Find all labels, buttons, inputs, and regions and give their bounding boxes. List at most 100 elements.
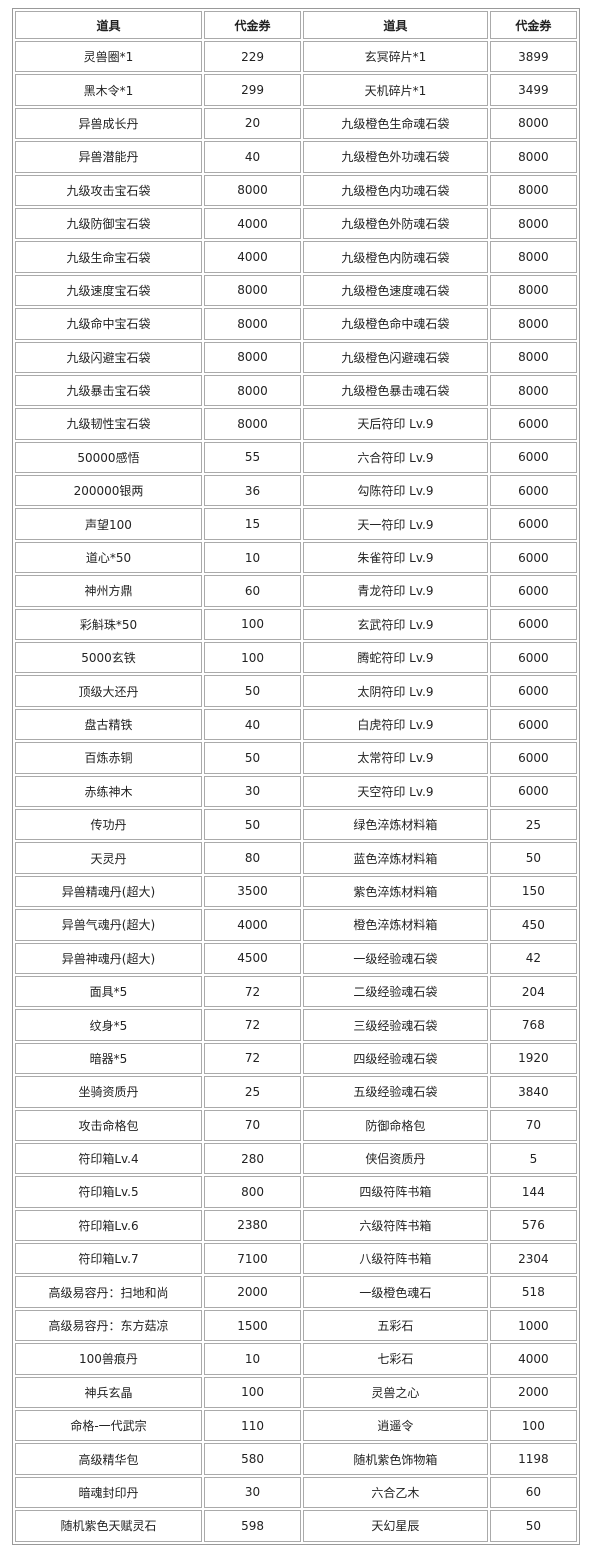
price-cell: 15 xyxy=(203,508,302,540)
item-cell: 九级橙色命中魂石袋 xyxy=(303,308,488,340)
table-row: 九级防御宝石袋 4000 九级橙色外防魂石袋 8000 xyxy=(15,207,577,240)
table-row: 5000玄铁 100 腾蛇符印 Lv.9 6000 xyxy=(15,642,577,674)
item-cell: 八级符阵书箱 xyxy=(303,1243,488,1275)
price-cell: 30 xyxy=(203,775,302,807)
price-cell: 150 xyxy=(489,875,577,908)
price-cell: 8000 xyxy=(489,308,577,340)
price-cell: 768 xyxy=(489,1009,577,1041)
item-cell: 天空符印 Lv.9 xyxy=(303,775,488,807)
price-cell: 6000 xyxy=(489,708,577,741)
price-cell: 100 xyxy=(203,642,302,674)
item-cell: 异兽精魂丹(超大) xyxy=(15,875,202,908)
price-cell: 60 xyxy=(489,1476,577,1509)
price-cell: 55 xyxy=(203,441,302,474)
price-cell: 8000 xyxy=(489,174,577,206)
item-cell: 九级橙色外功魂石袋 xyxy=(303,141,488,173)
table-row: 50000感悟 55 六合符印 Lv.9 6000 xyxy=(15,441,577,474)
table-row: 异兽潜能丹 40 九级橙色外功魂石袋 8000 xyxy=(15,141,577,173)
price-cell: 40 xyxy=(203,708,302,741)
price-cell: 204 xyxy=(489,975,577,1008)
table-row: 高级精华包 580 随机紫色饰物箱 1198 xyxy=(15,1443,577,1475)
table-row: 神州方鼎 60 青龙符印 Lv.9 6000 xyxy=(15,575,577,607)
item-cell: 六级符阵书箱 xyxy=(303,1209,488,1242)
item-cell: 九级橙色内防魂石袋 xyxy=(303,241,488,273)
table-row: 神兵玄晶 100 灵兽之心 2000 xyxy=(15,1376,577,1409)
price-cell: 450 xyxy=(489,909,577,941)
table-row: 异兽神魂丹(超大) 4500 一级经验魂石袋 42 xyxy=(15,942,577,974)
price-cell: 4500 xyxy=(203,942,302,974)
item-cell: 百炼赤铜 xyxy=(15,742,202,774)
item-cell: 异兽潜能丹 xyxy=(15,141,202,173)
price-cell: 30 xyxy=(203,1476,302,1509)
table-row: 声望100 15 天一符印 Lv.9 6000 xyxy=(15,508,577,540)
item-cell: 九级命中宝石袋 xyxy=(15,308,202,340)
item-cell: 异兽气魂丹(超大) xyxy=(15,909,202,941)
price-cell: 8000 xyxy=(203,174,302,206)
price-cell: 1000 xyxy=(489,1309,577,1342)
item-cell: 九级橙色内功魂石袋 xyxy=(303,174,488,206)
price-cell: 8000 xyxy=(203,374,302,407)
item-cell: 符印箱Lv.5 xyxy=(15,1176,202,1208)
price-cell: 40 xyxy=(203,141,302,173)
price-cell: 100 xyxy=(489,1410,577,1442)
header-row: 道具 代金券 道具 代金券 xyxy=(15,11,577,39)
table-row: 面具*5 72 二级经验魂石袋 204 xyxy=(15,975,577,1008)
price-cell: 8000 xyxy=(203,408,302,440)
price-cell: 8000 xyxy=(489,274,577,307)
price-cell: 4000 xyxy=(203,207,302,240)
price-cell: 70 xyxy=(203,1109,302,1141)
item-cell: 异兽神魂丹(超大) xyxy=(15,942,202,974)
item-cell: 蓝色淬炼材料箱 xyxy=(303,842,488,874)
item-cell: 声望100 xyxy=(15,508,202,540)
price-cell: 229 xyxy=(203,41,302,73)
item-cell: 青龙符印 Lv.9 xyxy=(303,575,488,607)
price-cell: 299 xyxy=(203,74,302,106)
price-cell: 6000 xyxy=(489,608,577,641)
price-cell: 25 xyxy=(489,808,577,841)
item-cell: 二级经验魂石袋 xyxy=(303,975,488,1008)
table-row: 纹身*5 72 三级经验魂石袋 768 xyxy=(15,1009,577,1041)
item-cell: 灵兽之心 xyxy=(303,1376,488,1409)
item-cell: 随机紫色天赋灵石 xyxy=(15,1510,202,1542)
item-cell: 一级经验魂石袋 xyxy=(303,942,488,974)
item-cell: 逍遥令 xyxy=(303,1410,488,1442)
item-cell: 天一符印 Lv.9 xyxy=(303,508,488,540)
price-cell: 8000 xyxy=(489,341,577,373)
item-cell: 天灵丹 xyxy=(15,842,202,874)
price-cell: 598 xyxy=(203,1510,302,1542)
item-cell: 紫色淬炼材料箱 xyxy=(303,875,488,908)
price-cell: 72 xyxy=(203,1009,302,1041)
table-row: 九级韧性宝石袋 8000 天后符印 Lv.9 6000 xyxy=(15,408,577,440)
price-cell: 6000 xyxy=(489,642,577,674)
price-cell: 50 xyxy=(203,675,302,707)
item-cell: 彩斛珠*50 xyxy=(15,608,202,641)
item-cell: 九级橙色速度魂石袋 xyxy=(303,274,488,307)
price-cell: 100 xyxy=(203,608,302,641)
price-cell: 6000 xyxy=(489,742,577,774)
price-cell: 3499 xyxy=(489,74,577,106)
price-cell: 8000 xyxy=(489,141,577,173)
price-cell: 2304 xyxy=(489,1243,577,1275)
table-row: 异兽成长丹 20 九级橙色生命魂石袋 8000 xyxy=(15,107,577,140)
price-cell: 1198 xyxy=(489,1443,577,1475)
price-cell: 6000 xyxy=(489,508,577,540)
item-cell: 5000玄铁 xyxy=(15,642,202,674)
price-cell: 580 xyxy=(203,1443,302,1475)
table-row: 黑木令*1 299 天机碎片*1 3499 xyxy=(15,74,577,106)
price-cell: 8000 xyxy=(489,107,577,140)
table-row: 百炼赤铜 50 太常符印 Lv.9 6000 xyxy=(15,742,577,774)
item-cell: 天后符印 Lv.9 xyxy=(303,408,488,440)
table-row: 传功丹 50 绿色淬炼材料箱 25 xyxy=(15,808,577,841)
price-cell: 8000 xyxy=(489,374,577,407)
item-cell: 九级橙色外防魂石袋 xyxy=(303,207,488,240)
item-cell: 六合符印 Lv.9 xyxy=(303,441,488,474)
price-cell: 4000 xyxy=(489,1343,577,1375)
item-cell: 四级符阵书箱 xyxy=(303,1176,488,1208)
table-row: 灵兽圈*1 229 玄冥碎片*1 3899 xyxy=(15,41,577,73)
table-row: 九级闪避宝石袋 8000 九级橙色闪避魂石袋 8000 xyxy=(15,341,577,373)
item-cell: 白虎符印 Lv.9 xyxy=(303,708,488,741)
table-row: 随机紫色天赋灵石 598 天幻星辰 50 xyxy=(15,1510,577,1542)
price-cell: 25 xyxy=(203,1076,302,1108)
item-cell: 五彩石 xyxy=(303,1309,488,1342)
price-cell: 20 xyxy=(203,107,302,140)
